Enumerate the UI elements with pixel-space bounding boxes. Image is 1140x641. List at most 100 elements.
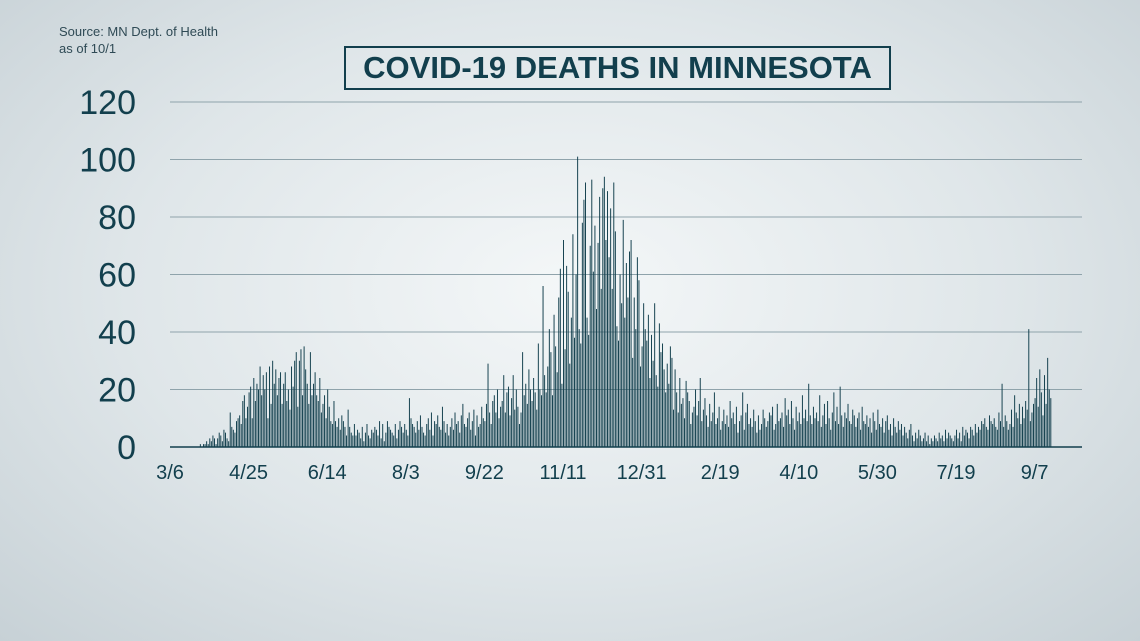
bar	[674, 369, 676, 448]
bar	[336, 426, 338, 448]
bar	[605, 240, 607, 447]
bar	[1029, 421, 1031, 448]
bar	[203, 444, 204, 448]
bar	[517, 406, 519, 447]
bar	[364, 432, 366, 448]
bar	[523, 395, 525, 447]
bar	[718, 406, 720, 447]
bar	[625, 263, 627, 447]
bar	[236, 421, 237, 448]
bar	[204, 444, 206, 448]
bar	[861, 406, 863, 447]
bar	[849, 421, 851, 448]
bar	[724, 424, 726, 447]
bar	[353, 424, 355, 447]
bar	[684, 418, 686, 447]
bar	[350, 432, 352, 448]
bar	[640, 366, 641, 447]
bar	[841, 415, 843, 448]
bar	[607, 191, 608, 448]
bar	[820, 426, 822, 448]
bar	[503, 375, 505, 448]
x-tick-label: 8/3	[392, 462, 420, 484]
bar	[676, 392, 678, 448]
bar	[1022, 406, 1023, 447]
x-tick-label: 11/11	[539, 462, 586, 484]
bar	[250, 386, 252, 448]
bar	[858, 412, 860, 447]
bar	[445, 432, 447, 448]
bar	[559, 268, 561, 447]
bar	[506, 392, 508, 448]
bar	[987, 429, 989, 447]
bar	[405, 429, 407, 447]
x-tick-label: 5/30	[858, 462, 897, 484]
bar	[408, 398, 410, 448]
bar	[265, 372, 267, 447]
bar	[536, 409, 538, 448]
bar	[990, 421, 992, 448]
bar	[322, 403, 324, 448]
bar	[1039, 369, 1041, 448]
bar	[790, 401, 792, 447]
bar	[974, 424, 976, 447]
bar	[993, 418, 995, 447]
bar	[776, 403, 778, 448]
bar	[918, 429, 920, 447]
bar	[289, 409, 291, 448]
bar	[588, 334, 590, 448]
bar	[220, 435, 222, 447]
bar	[778, 421, 780, 448]
bar	[401, 426, 403, 448]
bar	[883, 432, 885, 448]
bar	[830, 429, 832, 447]
bar	[317, 401, 319, 447]
bar	[550, 352, 552, 448]
bar	[377, 435, 379, 447]
bar	[232, 429, 234, 447]
bar	[577, 156, 579, 448]
bar	[251, 418, 253, 447]
bar	[1031, 412, 1033, 447]
bar	[308, 403, 310, 448]
bar	[998, 412, 1000, 447]
bar	[919, 435, 921, 447]
bar	[896, 432, 898, 448]
bar	[553, 314, 555, 447]
bar	[1044, 375, 1045, 448]
bar	[529, 389, 531, 447]
bar	[391, 432, 393, 448]
bar	[459, 432, 461, 448]
bar	[750, 418, 752, 447]
bar	[828, 418, 830, 447]
bar	[1014, 395, 1016, 447]
bar	[814, 418, 816, 447]
bar	[415, 432, 417, 448]
bar	[242, 401, 244, 447]
bar	[929, 444, 931, 448]
source-line: Source: MN Dept. of Health	[59, 24, 218, 39]
bar	[798, 412, 800, 447]
bar	[531, 401, 533, 447]
bar	[319, 378, 321, 447]
bar	[833, 392, 835, 448]
bar	[624, 317, 626, 448]
bar	[726, 415, 728, 448]
bar	[704, 398, 706, 448]
bar	[1011, 409, 1012, 448]
bar	[462, 403, 464, 448]
bar	[1009, 424, 1011, 447]
bar	[341, 415, 343, 448]
bar	[816, 412, 818, 447]
bar	[254, 401, 256, 447]
bar	[1020, 424, 1022, 447]
bar	[396, 438, 398, 448]
bar	[596, 309, 597, 447]
bar	[982, 424, 984, 447]
bar	[1000, 421, 1001, 448]
bar	[482, 418, 484, 447]
y-tick-label: 20	[98, 372, 136, 410]
bar	[313, 383, 315, 447]
bar	[270, 403, 272, 448]
bar	[355, 435, 357, 447]
